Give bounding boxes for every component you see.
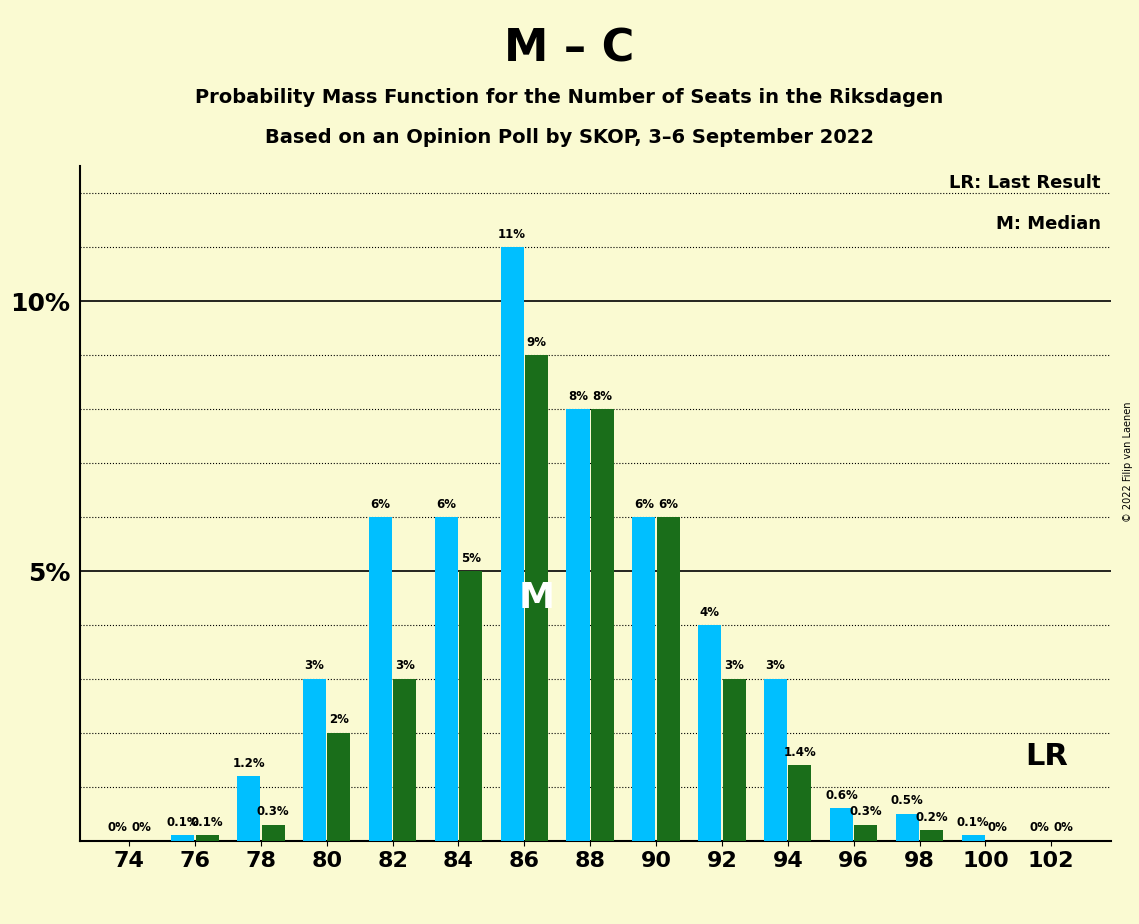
Text: 0.3%: 0.3% [850,805,882,818]
Bar [393,679,416,841]
Text: 0.1%: 0.1% [957,816,990,829]
Text: 6%: 6% [658,498,678,511]
Text: 0%: 0% [988,821,1008,834]
Bar [262,824,285,841]
Text: 3%: 3% [395,660,415,673]
Text: 0.1%: 0.1% [191,816,223,829]
Bar [303,679,326,841]
Text: 0.6%: 0.6% [825,789,858,802]
Bar [196,835,219,841]
Text: M: M [518,581,555,615]
Bar [327,733,351,841]
Text: 6%: 6% [634,498,654,511]
Text: © 2022 Filip van Laenen: © 2022 Filip van Laenen [1123,402,1133,522]
Bar [632,517,655,841]
Text: 8%: 8% [592,390,613,403]
Text: 0%: 0% [1054,821,1073,834]
Bar [525,355,548,841]
Bar [501,248,524,841]
Text: Based on an Opinion Poll by SKOP, 3–6 September 2022: Based on an Opinion Poll by SKOP, 3–6 Se… [265,128,874,147]
Text: 0%: 0% [1030,821,1049,834]
Text: 3%: 3% [724,660,744,673]
Text: 0.5%: 0.5% [891,795,924,808]
Text: LR: LR [1025,742,1067,771]
Bar [854,824,877,841]
Bar [764,679,787,841]
Bar [237,776,260,841]
Bar [830,808,853,841]
Text: 0%: 0% [107,821,126,834]
Text: 6%: 6% [370,498,391,511]
Text: 0.1%: 0.1% [166,816,199,829]
Bar [698,625,721,841]
Text: 2%: 2% [329,713,349,726]
Bar [895,814,919,841]
Text: 8%: 8% [568,390,588,403]
Text: 4%: 4% [699,605,720,618]
Text: 1.4%: 1.4% [784,746,817,759]
Text: 11%: 11% [498,228,526,241]
Bar [788,765,811,841]
Text: M: Median: M: Median [995,215,1100,233]
Bar [459,571,482,841]
Text: 0.2%: 0.2% [916,810,948,823]
Text: 0.3%: 0.3% [256,805,289,818]
Text: Probability Mass Function for the Number of Seats in the Riksdagen: Probability Mass Function for the Number… [196,88,943,107]
Bar [920,830,943,841]
Text: 6%: 6% [436,498,457,511]
Text: 5%: 5% [460,552,481,565]
Text: 0%: 0% [131,821,151,834]
Bar [722,679,746,841]
Bar [566,409,590,841]
Bar [591,409,614,841]
Text: 9%: 9% [526,335,547,348]
Text: 3%: 3% [304,660,325,673]
Bar [435,517,458,841]
Bar [369,517,392,841]
Bar [657,517,680,841]
Text: LR: Last Result: LR: Last Result [949,175,1100,192]
Text: 3%: 3% [765,660,786,673]
Text: M – C: M – C [505,28,634,71]
Bar [961,835,985,841]
Text: 1.2%: 1.2% [232,757,265,770]
Bar [171,835,195,841]
